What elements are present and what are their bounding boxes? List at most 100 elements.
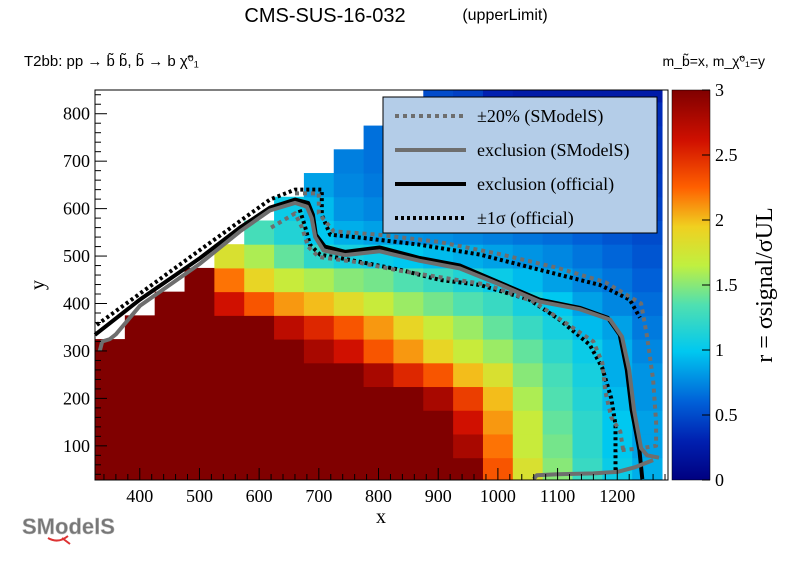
heatmap-cell xyxy=(274,291,305,316)
heatmap-cell xyxy=(214,386,245,411)
heatmap-cell xyxy=(363,433,394,459)
heatmap-cell xyxy=(303,315,335,340)
heatmap-cell xyxy=(363,315,394,340)
heatmap-cell xyxy=(124,362,156,388)
heatmap-cell xyxy=(453,315,484,340)
y-axis-label: y xyxy=(27,280,49,290)
x-tick-label: 1100 xyxy=(540,486,575,506)
heatmap-cell xyxy=(333,291,365,316)
heatmap-cell xyxy=(184,433,215,459)
heatmap-cell xyxy=(572,244,603,269)
x-tick-label: 1200 xyxy=(599,486,635,506)
y-tick-label: 300 xyxy=(63,341,90,361)
heatmap-cell xyxy=(214,291,245,316)
mass-label: m_b̃=x, m_χ̃⁰₁=y xyxy=(663,53,766,69)
heatmap-cell xyxy=(333,315,365,340)
heatmap-cell xyxy=(393,362,424,388)
heatmap-cell xyxy=(244,291,275,316)
contour-smodels-solid xyxy=(97,200,660,460)
heatmap-cell xyxy=(363,267,394,293)
heatmap-cell xyxy=(542,410,573,435)
heatmap-cell xyxy=(184,315,215,340)
heatmap-cell xyxy=(512,362,544,388)
heatmap-cell xyxy=(274,362,305,388)
chart-title-suffix: (upperLimit) xyxy=(462,7,547,24)
heatmap-cell xyxy=(393,291,424,316)
process-label: T2bb: pp → b̃ b̃, b̃ → b χ̃⁰₁ xyxy=(24,53,199,70)
x-tick-label: 1000 xyxy=(480,486,516,506)
x-tick-label: 400 xyxy=(126,486,153,506)
heatmap-cell xyxy=(333,457,365,481)
heatmap-cell xyxy=(482,362,514,388)
y-tick-label: 800 xyxy=(63,104,90,124)
heatmap-cell xyxy=(572,362,603,388)
heatmap-cell xyxy=(95,457,126,481)
heatmap-cell xyxy=(512,315,544,340)
smodels-logo: SModelS xyxy=(22,514,115,545)
heatmap-cell xyxy=(333,149,365,174)
heatmap-cell xyxy=(333,339,365,364)
heatmap-cell xyxy=(453,291,484,316)
heatmap-cell xyxy=(572,386,603,411)
heatmap-cell xyxy=(632,244,663,269)
heatmap-cell xyxy=(95,362,126,388)
logo-swoosh-icon xyxy=(47,535,71,545)
logo-text: SModelS xyxy=(22,514,115,539)
heatmap-cell xyxy=(482,244,514,269)
heatmap-cell xyxy=(393,386,424,411)
heatmap-cell xyxy=(124,410,156,435)
heatmap-cell xyxy=(602,410,633,435)
heatmap-cell xyxy=(423,386,454,411)
x-tick-label: 500 xyxy=(186,486,213,506)
heatmap-cell xyxy=(512,386,544,411)
heatmap-cell xyxy=(333,196,365,221)
heatmap-cell xyxy=(453,362,484,388)
heatmap-cell xyxy=(423,339,454,364)
y-tick-label: 700 xyxy=(63,151,90,171)
heatmap-cell xyxy=(214,315,245,340)
heatmap-cell xyxy=(512,339,544,364)
heatmap-cell xyxy=(303,362,335,388)
heatmap-cell xyxy=(303,386,335,411)
y-tick-label: 500 xyxy=(63,246,90,266)
heatmap-cell xyxy=(303,267,335,293)
heatmap-cell xyxy=(214,410,245,435)
heatmap-cell xyxy=(572,410,603,435)
color-bar-ticks: 0 0.5 1 1.5 2 2.5 3 xyxy=(702,80,738,490)
heatmap-cell xyxy=(154,433,186,459)
heatmap-cell xyxy=(542,433,573,459)
heatmap-cell xyxy=(602,244,633,269)
legend: ±20% (SModelS) exclusion (SModelS) exclusi… xyxy=(382,96,658,234)
heatmap-cell xyxy=(244,386,275,411)
heatmap-cell xyxy=(602,267,633,293)
contour-official-dotted xyxy=(95,187,642,327)
heatmap-cell xyxy=(363,339,394,364)
heatmap-cell xyxy=(512,410,544,435)
heatmap-cell xyxy=(244,244,275,269)
heatmap-cell xyxy=(363,410,394,435)
heatmap-cell xyxy=(572,457,603,481)
heatmap-cell xyxy=(363,386,394,411)
x-tick-label: 700 xyxy=(305,486,332,506)
heatmap-cell xyxy=(632,267,663,293)
heatmap-cell xyxy=(453,457,484,481)
contour-lines xyxy=(93,187,660,481)
color-bar-tick-label: 1 xyxy=(715,340,724,360)
heatmap-cell xyxy=(274,410,305,435)
legend-box xyxy=(382,96,658,234)
x-tick-label: 600 xyxy=(246,486,273,506)
y-tick-label: 400 xyxy=(63,294,90,314)
heatmap-cell xyxy=(244,339,275,364)
heatmap-cell xyxy=(542,339,573,364)
heatmap-cell xyxy=(124,339,156,364)
heatmap-cell xyxy=(423,433,454,459)
x-axis-label: x xyxy=(376,506,386,528)
heatmap-cell xyxy=(333,267,365,293)
color-bar-label: r = σsignal/σUL xyxy=(752,207,778,362)
color-bar-tick-label: 2.5 xyxy=(715,145,738,165)
color-bar-tick-label: 0 xyxy=(715,470,724,490)
heatmap-cell xyxy=(214,267,245,293)
heatmap-cell xyxy=(154,315,186,340)
heatmap-cell xyxy=(632,362,663,388)
